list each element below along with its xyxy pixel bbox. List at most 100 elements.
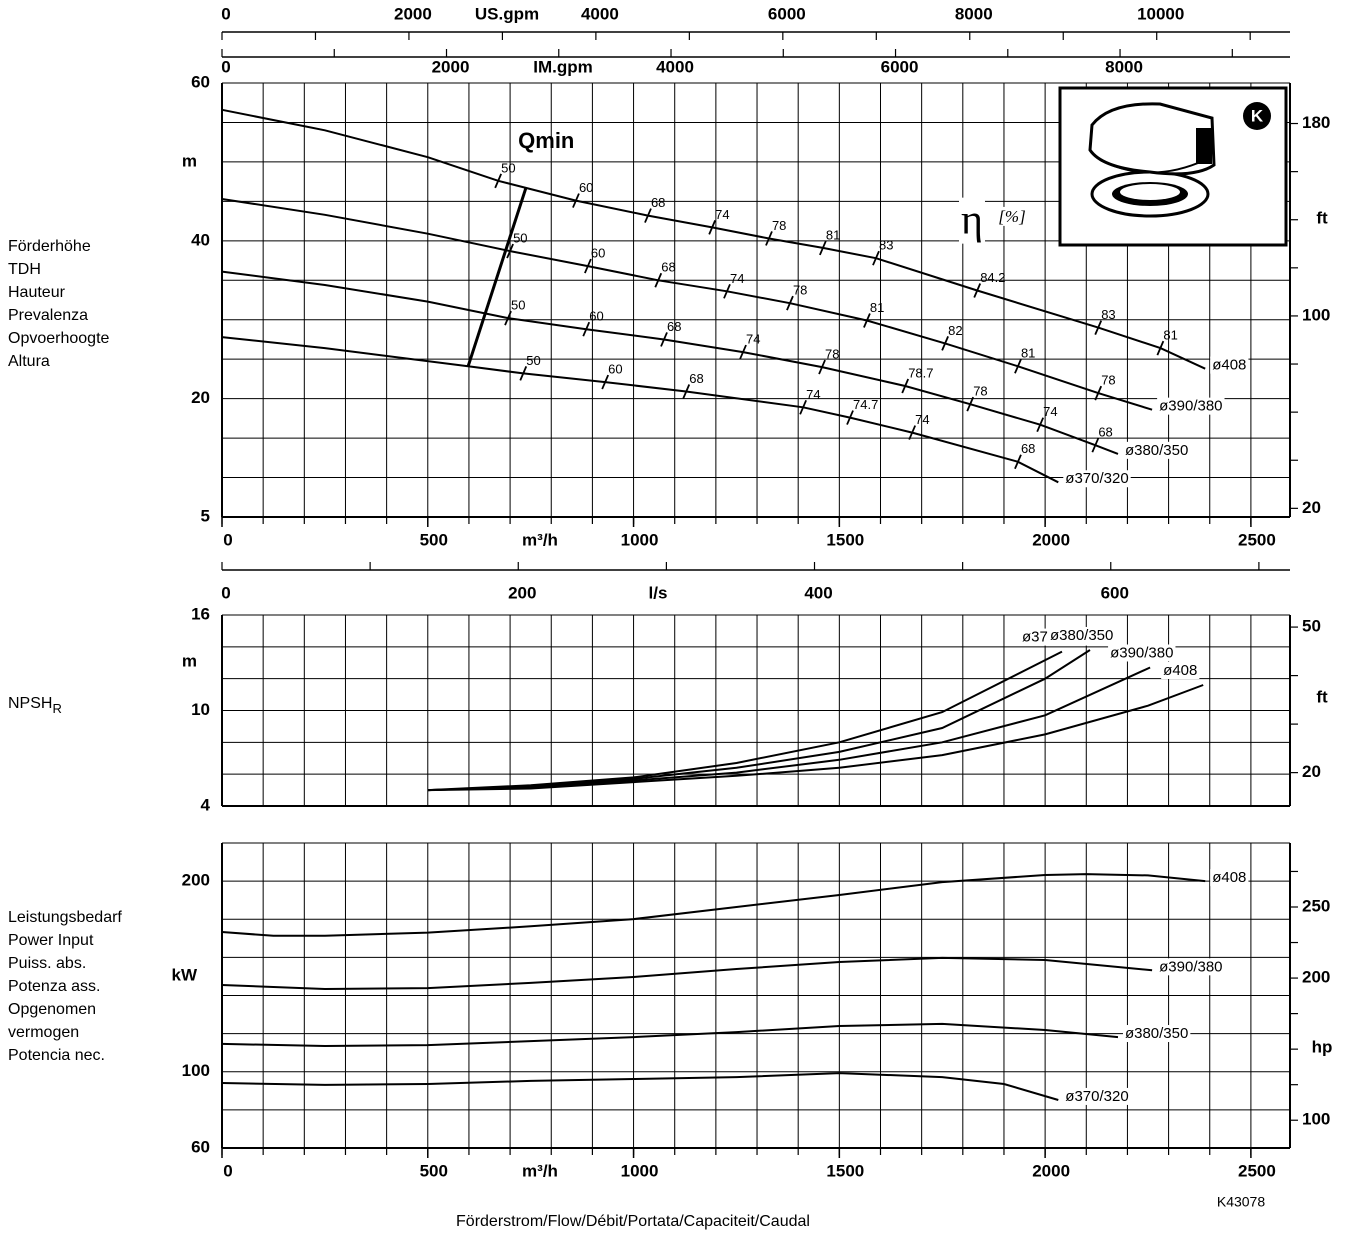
efficiency-label: 50 <box>511 298 525 313</box>
y-unit: m <box>182 151 197 170</box>
x-tick-label: 1000 <box>621 1161 659 1180</box>
efficiency-tick <box>494 173 502 189</box>
efficiency-tick <box>519 366 528 381</box>
efficiency-tick <box>682 384 691 399</box>
curve-label: ø370/320 <box>1065 1088 1128 1105</box>
efficiency-tick <box>1014 454 1022 470</box>
curve-label: ø408 <box>1163 662 1197 679</box>
top-axis-tick-label: 2000 <box>394 4 432 23</box>
efficiency-tick <box>966 396 975 412</box>
efficiency-label: 81 <box>826 227 840 242</box>
x-axis-title: Förderstrom/Flow/Débit/Portata/Capacitei… <box>456 1213 810 1230</box>
y-axis-title: Power Input <box>8 932 94 949</box>
curve-label: ø408 <box>1212 869 1246 886</box>
efficiency-tick <box>941 336 949 351</box>
efficiency-tick <box>1014 358 1022 374</box>
efficiency-tick <box>872 250 880 266</box>
top-axis-tick-label: 0 <box>221 57 230 76</box>
efficiency-label: 68 <box>689 371 703 386</box>
curve-label: ø390/380 <box>1159 958 1222 975</box>
pump-inlet-inner <box>1120 184 1180 200</box>
y-tick-label: 200 <box>182 871 210 890</box>
y-axis-title: Hauteur <box>8 284 66 301</box>
pump-illustration: K <box>1058 86 1288 247</box>
npsh-label: NPSHR <box>8 695 62 716</box>
y-axis-title: Leistungsbedarf <box>8 909 122 926</box>
y-axis-title: Altura <box>8 353 50 370</box>
x-tick-label: 2500 <box>1238 530 1276 549</box>
top-axis-unit: l/s <box>649 583 668 602</box>
top-axis-unit: IM.gpm <box>533 57 593 76</box>
efficiency-label: 78 <box>772 218 786 233</box>
y-axis-title: Potencia nec. <box>8 1047 105 1064</box>
efficiency-label: 78.7 <box>908 365 933 380</box>
efficiency-tick <box>1156 340 1165 356</box>
y2-tick-label: 200 <box>1302 968 1330 987</box>
efficiency-tick <box>739 344 747 360</box>
efficiency-tick <box>504 310 512 326</box>
x-unit: m³/h <box>522 530 558 549</box>
x-tick-label: 0 <box>223 530 232 549</box>
efficiency-tick <box>863 313 871 328</box>
x-unit: m³/h <box>522 1161 558 1180</box>
curve <box>427 684 1204 792</box>
y-axis-title: Potenza ass. <box>8 978 101 995</box>
x-tick-label: 0 <box>223 1161 232 1180</box>
y2-unit: ft <box>1316 208 1328 227</box>
efficiency-label: 74.7 <box>853 397 878 412</box>
y-axis-title: Puiss. abs. <box>8 955 86 972</box>
y2-tick-label: 180 <box>1302 113 1330 132</box>
curve-label-bg <box>1063 1087 1131 1105</box>
curve-label: ø380/350 <box>1125 1025 1188 1042</box>
efficiency-label: 60 <box>589 309 603 324</box>
efficiency-label: 68 <box>661 260 675 275</box>
efficiency-label: 68 <box>667 319 681 334</box>
efficiency-tick <box>908 425 917 440</box>
curve <box>221 108 1206 370</box>
curve-label-bg <box>1063 470 1131 488</box>
efficiency-tick <box>765 231 773 246</box>
curve <box>427 666 1151 792</box>
y-axis-title: vermogen <box>8 1024 79 1041</box>
curve-label-bg <box>1122 1025 1191 1043</box>
curve-label: ø380/350 <box>1050 627 1113 644</box>
x-tick-label: 1000 <box>621 530 659 549</box>
curve <box>221 873 1206 937</box>
top-axis-tick-label: 400 <box>804 583 832 602</box>
curve-label-bg <box>1161 662 1200 680</box>
y-unit: kW <box>172 965 198 984</box>
y2-tick-label: 250 <box>1302 896 1330 915</box>
efficiency-tick <box>799 399 807 415</box>
curve <box>427 650 1063 792</box>
top-axis-tick-label: 8000 <box>1105 57 1143 76</box>
efficiency-tick <box>1091 437 1100 453</box>
efficiency-label: 50 <box>526 353 540 368</box>
x-tick-label: 1500 <box>826 1161 864 1180</box>
efficiency-label: 68 <box>651 195 665 210</box>
efficiency-label: 78 <box>793 283 807 298</box>
efficiency-tick <box>601 374 609 390</box>
efficiency-tick <box>582 321 591 337</box>
pump-detail <box>1099 159 1206 174</box>
eta-unit: [%] <box>998 207 1025 226</box>
top-axis-tick-label: 6000 <box>768 4 806 23</box>
eta-symbol-bg <box>959 197 985 244</box>
y-axis-title: TDH <box>8 261 41 278</box>
efficiency-label: 78 <box>1101 373 1115 388</box>
curve-label: ø370/320 <box>1065 470 1128 487</box>
efficiency-label: 82 <box>948 323 962 338</box>
curve-label-bg <box>1122 441 1191 459</box>
x-tick-label: 2500 <box>1238 1161 1276 1180</box>
eta-symbol: η <box>961 198 983 244</box>
curve-label-bg <box>1210 869 1249 887</box>
y2-tick-label: 20 <box>1302 498 1321 517</box>
efficiency-label: 74 <box>915 412 929 427</box>
curve <box>221 956 1153 991</box>
y-tick-label: 60 <box>191 72 210 91</box>
efficiency-label: 83 <box>1101 307 1115 322</box>
curve-label-bg <box>1157 397 1225 415</box>
y-tick-label: 10 <box>191 700 210 719</box>
efficiency-tick <box>1094 320 1103 335</box>
